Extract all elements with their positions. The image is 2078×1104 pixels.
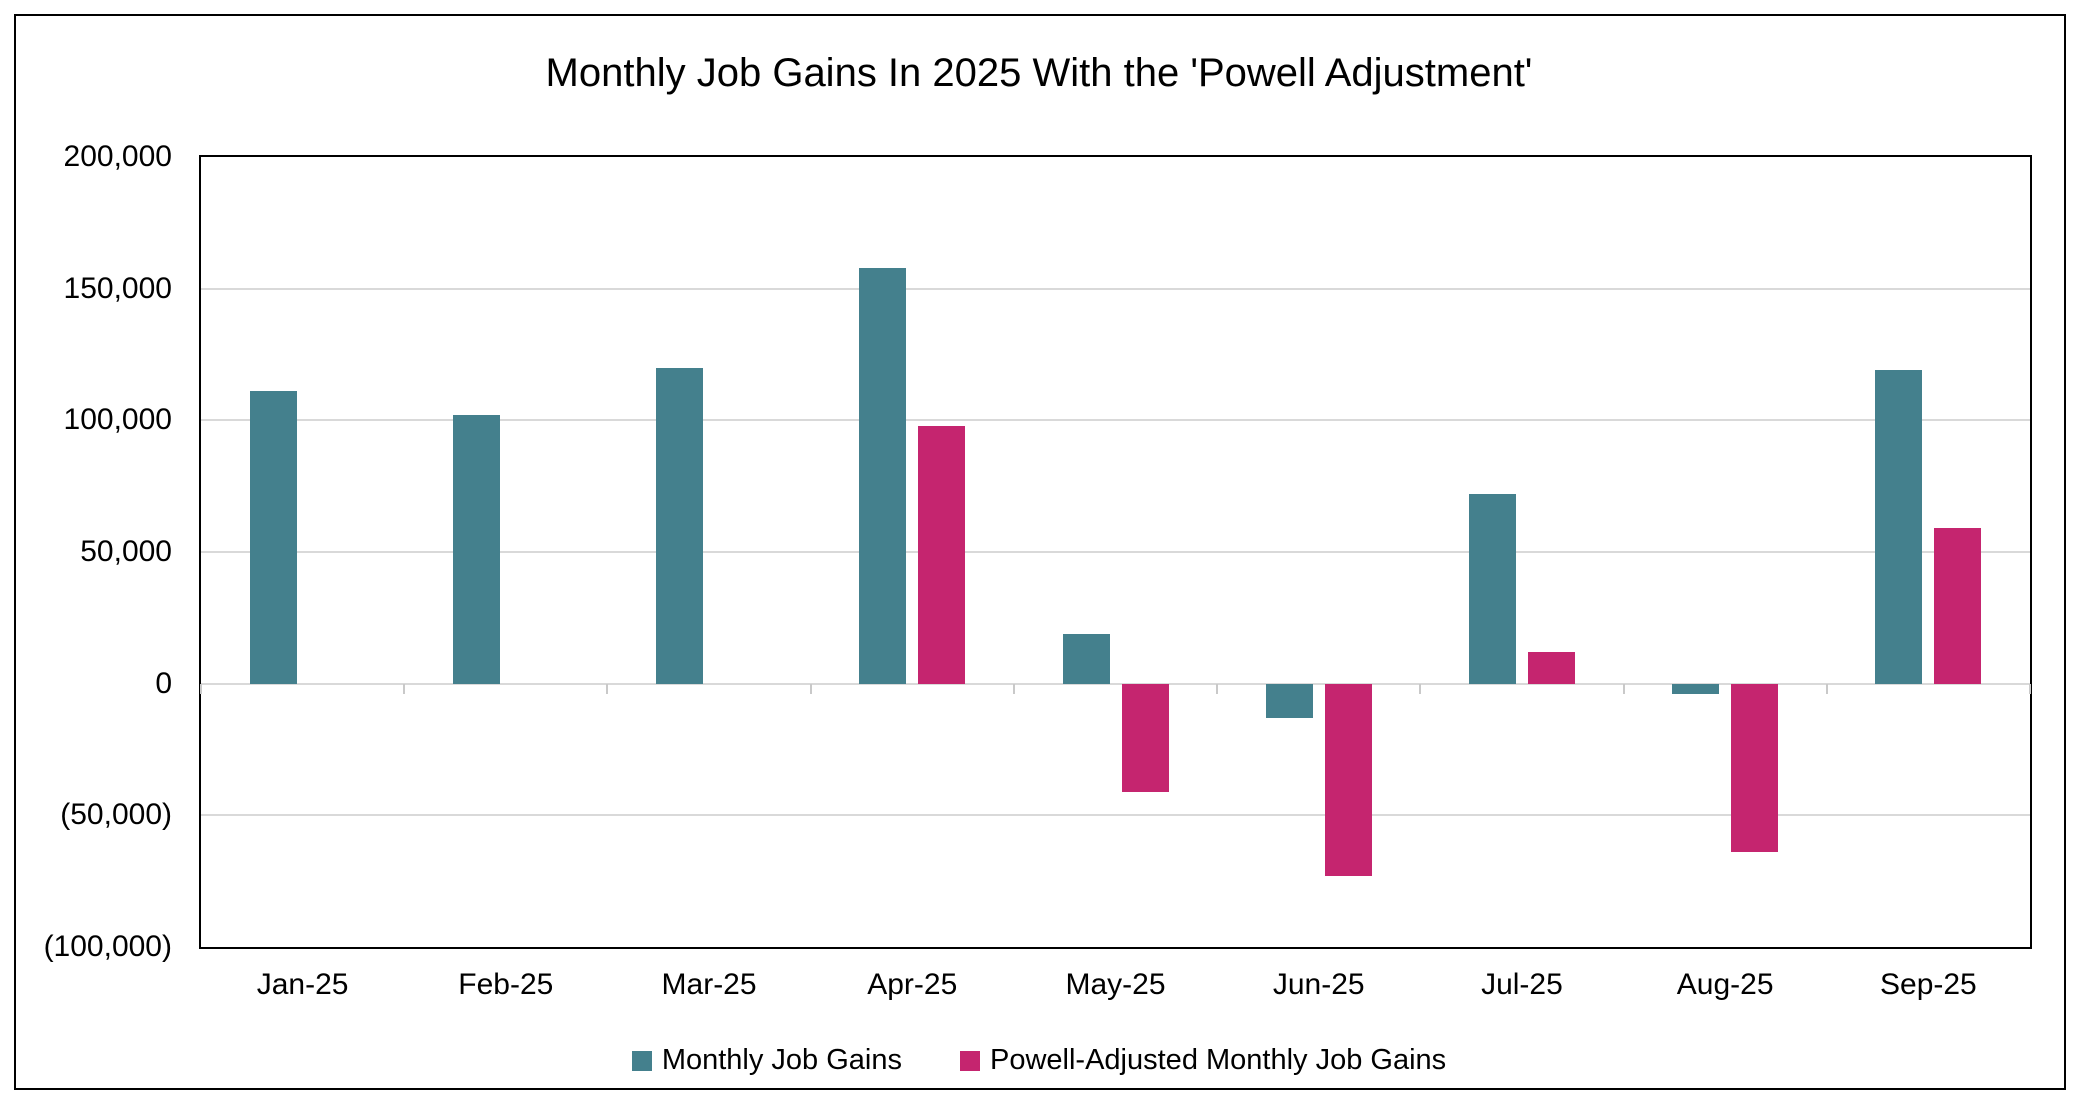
legend-item-powell-adjusted-monthly-job-gains: Powell-Adjusted Monthly Job Gains	[960, 1044, 1446, 1077]
y-tick-label-50-000: 50,000	[80, 535, 172, 568]
plot-area	[199, 155, 2032, 949]
gridline-150000	[201, 287, 2030, 290]
category-axis-tick	[2029, 683, 2031, 694]
legend-swatch-icon	[960, 1050, 980, 1071]
y-tick-label-50-000: (50,000)	[60, 798, 172, 832]
gridline-100000	[201, 419, 2030, 422]
bar-monthly-job-gains-aug-25	[1672, 683, 1720, 695]
y-tick-label-200-000: 200,000	[63, 140, 172, 173]
bar-monthly-job-gains-jun-25	[1265, 683, 1313, 718]
category-axis-tick	[1012, 683, 1015, 694]
legend-label: Monthly Job Gains	[661, 1044, 902, 1076]
bar-powell-adjusted-monthly-job-gains-aug-25	[1731, 683, 1779, 853]
y-tick-label-100-000: (100,000)	[43, 930, 172, 963]
x-tick-label-feb-25: Feb-25	[458, 968, 554, 1001]
bar-powell-adjusted-monthly-job-gains-sep-25	[1934, 528, 1982, 684]
category-axis-tick	[606, 683, 609, 694]
y-tick-label-0: 0	[155, 666, 172, 700]
category-axis-tick	[200, 683, 202, 694]
y-tick-label-150-000: 150,000	[63, 271, 172, 305]
chart-border	[14, 14, 2066, 1090]
x-tick-label-jan-25: Jan-25	[256, 968, 349, 1001]
x-tick-label-apr-25: Apr-25	[867, 968, 958, 1001]
legend-label: Powell-Adjusted Monthly Job Gains	[990, 1044, 1447, 1076]
x-tick-label-aug-25: Aug-25	[1676, 968, 1774, 1001]
bar-monthly-job-gains-feb-25	[452, 415, 500, 684]
bar-monthly-job-gains-jul-25	[1468, 494, 1516, 684]
category-axis-tick	[1216, 683, 1219, 694]
gridline-0	[201, 682, 2030, 685]
x-tick-label-sep-25: Sep-25	[1880, 968, 1977, 1001]
legend-item-monthly-job-gains: Monthly Job Gains	[631, 1044, 902, 1077]
bar-monthly-job-gains-apr-25	[859, 267, 907, 684]
category-axis-tick	[1825, 683, 1828, 694]
bar-monthly-job-gains-sep-25	[1875, 370, 1923, 684]
legend: Monthly Job Gains Powell-Adjusted Monthly…	[0, 1044, 2078, 1077]
bar-monthly-job-gains-jan-25	[249, 391, 297, 684]
gridline--50000	[201, 814, 2030, 817]
category-axis-tick	[809, 683, 812, 694]
bar-powell-adjusted-monthly-job-gains-jun-25	[1324, 683, 1372, 876]
chart-title: Monthly Job Gains In 2025 With the 'Powe…	[545, 51, 1533, 95]
category-axis-tick	[1622, 683, 1625, 694]
category-axis-tick	[1419, 683, 1422, 694]
x-tick-label-jul-25: Jul-25	[1481, 968, 1563, 1001]
legend-swatch-icon	[631, 1050, 652, 1071]
category-axis-tick	[403, 683, 406, 694]
gridline-50000	[201, 551, 2030, 553]
y-tick-label-100-000: 100,000	[63, 403, 172, 437]
x-tick-label-jun-25: Jun-25	[1272, 968, 1365, 1001]
x-tick-label-mar-25: Mar-25	[661, 968, 757, 1001]
x-tick-label-may-25: May-25	[1065, 968, 1166, 1001]
bar-monthly-job-gains-may-25	[1062, 633, 1110, 684]
bar-powell-adjusted-monthly-job-gains-may-25	[1121, 683, 1169, 792]
bar-powell-adjusted-monthly-job-gains-jul-25	[1527, 652, 1575, 684]
bar-monthly-job-gains-mar-25	[656, 367, 704, 684]
bar-powell-adjusted-monthly-job-gains-apr-25	[918, 425, 966, 684]
